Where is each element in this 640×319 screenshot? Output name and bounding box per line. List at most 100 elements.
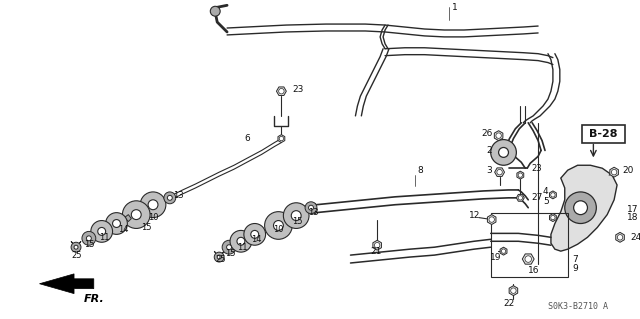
Text: 22: 22 [504,299,515,308]
Circle shape [222,240,236,254]
Circle shape [131,210,141,219]
Polygon shape [610,167,618,177]
Text: 9: 9 [573,264,579,273]
Circle shape [264,212,292,239]
Polygon shape [495,168,504,176]
Circle shape [211,6,220,16]
Bar [491,213,568,277]
Circle shape [217,255,221,259]
Text: 2: 2 [487,146,492,155]
Text: 25: 25 [215,255,226,263]
Text: 11: 11 [237,243,248,252]
Circle shape [150,202,156,208]
Circle shape [573,201,588,215]
Circle shape [273,220,284,230]
Text: 13: 13 [308,208,319,217]
Text: 13: 13 [173,191,184,200]
Circle shape [501,249,506,253]
Circle shape [275,223,282,228]
Polygon shape [616,233,624,242]
Text: 23: 23 [531,164,542,173]
Circle shape [518,173,522,177]
Polygon shape [214,251,224,257]
Circle shape [98,227,106,235]
Text: 26: 26 [482,129,493,138]
Circle shape [489,217,495,222]
Circle shape [214,252,224,262]
Text: 17: 17 [627,205,639,214]
Circle shape [71,242,81,252]
Circle shape [511,288,516,293]
Text: 8: 8 [418,166,424,175]
Circle shape [167,195,172,200]
Circle shape [230,230,252,252]
Polygon shape [278,135,285,143]
Polygon shape [276,87,286,95]
Circle shape [497,169,502,175]
Circle shape [113,219,120,227]
Text: 15: 15 [225,249,236,258]
Circle shape [244,224,266,245]
Text: 10: 10 [148,213,159,222]
FancyBboxPatch shape [582,125,625,143]
Circle shape [114,221,119,226]
Circle shape [293,213,299,219]
Circle shape [86,236,92,241]
Circle shape [618,234,623,240]
Text: 11: 11 [99,233,109,242]
Circle shape [611,169,617,175]
Text: 23: 23 [292,85,303,94]
Circle shape [227,245,232,250]
Circle shape [239,239,243,244]
Text: 6: 6 [245,134,251,143]
Polygon shape [494,131,503,141]
Polygon shape [509,286,518,296]
Circle shape [308,205,314,210]
Circle shape [251,230,259,238]
Text: 27: 27 [531,193,543,202]
Polygon shape [488,215,496,225]
Text: 14: 14 [118,225,129,234]
Text: 15: 15 [84,240,95,249]
Text: 7: 7 [573,255,579,263]
Circle shape [237,237,245,245]
Circle shape [74,245,78,249]
Text: 10: 10 [273,225,284,234]
Text: 21: 21 [371,247,381,256]
Polygon shape [551,165,617,251]
Circle shape [284,203,309,228]
Circle shape [525,256,531,262]
Polygon shape [124,215,131,221]
Circle shape [551,215,555,220]
Text: 4: 4 [543,188,548,197]
Circle shape [164,192,176,204]
Circle shape [82,231,96,245]
Polygon shape [373,240,381,250]
Circle shape [133,212,140,218]
Text: 15: 15 [141,223,152,232]
Polygon shape [522,254,534,264]
Circle shape [278,88,284,94]
Polygon shape [550,214,556,221]
Circle shape [305,202,317,214]
Polygon shape [516,194,524,201]
Polygon shape [71,241,81,247]
Polygon shape [550,191,556,199]
Circle shape [491,140,516,165]
Circle shape [551,193,555,197]
Polygon shape [517,171,524,179]
Text: 12: 12 [469,211,481,220]
Text: 3: 3 [487,166,493,175]
Circle shape [106,213,127,234]
Circle shape [564,192,596,224]
Polygon shape [500,247,507,255]
Text: 16: 16 [528,266,540,275]
Text: 20: 20 [622,166,634,175]
Circle shape [499,147,508,157]
Circle shape [500,150,506,155]
Circle shape [374,242,380,248]
Text: 1: 1 [452,3,458,12]
Text: FR.: FR. [84,293,105,304]
Text: S0K3-B2710 A: S0K3-B2710 A [548,302,608,311]
Text: 14: 14 [251,235,261,244]
